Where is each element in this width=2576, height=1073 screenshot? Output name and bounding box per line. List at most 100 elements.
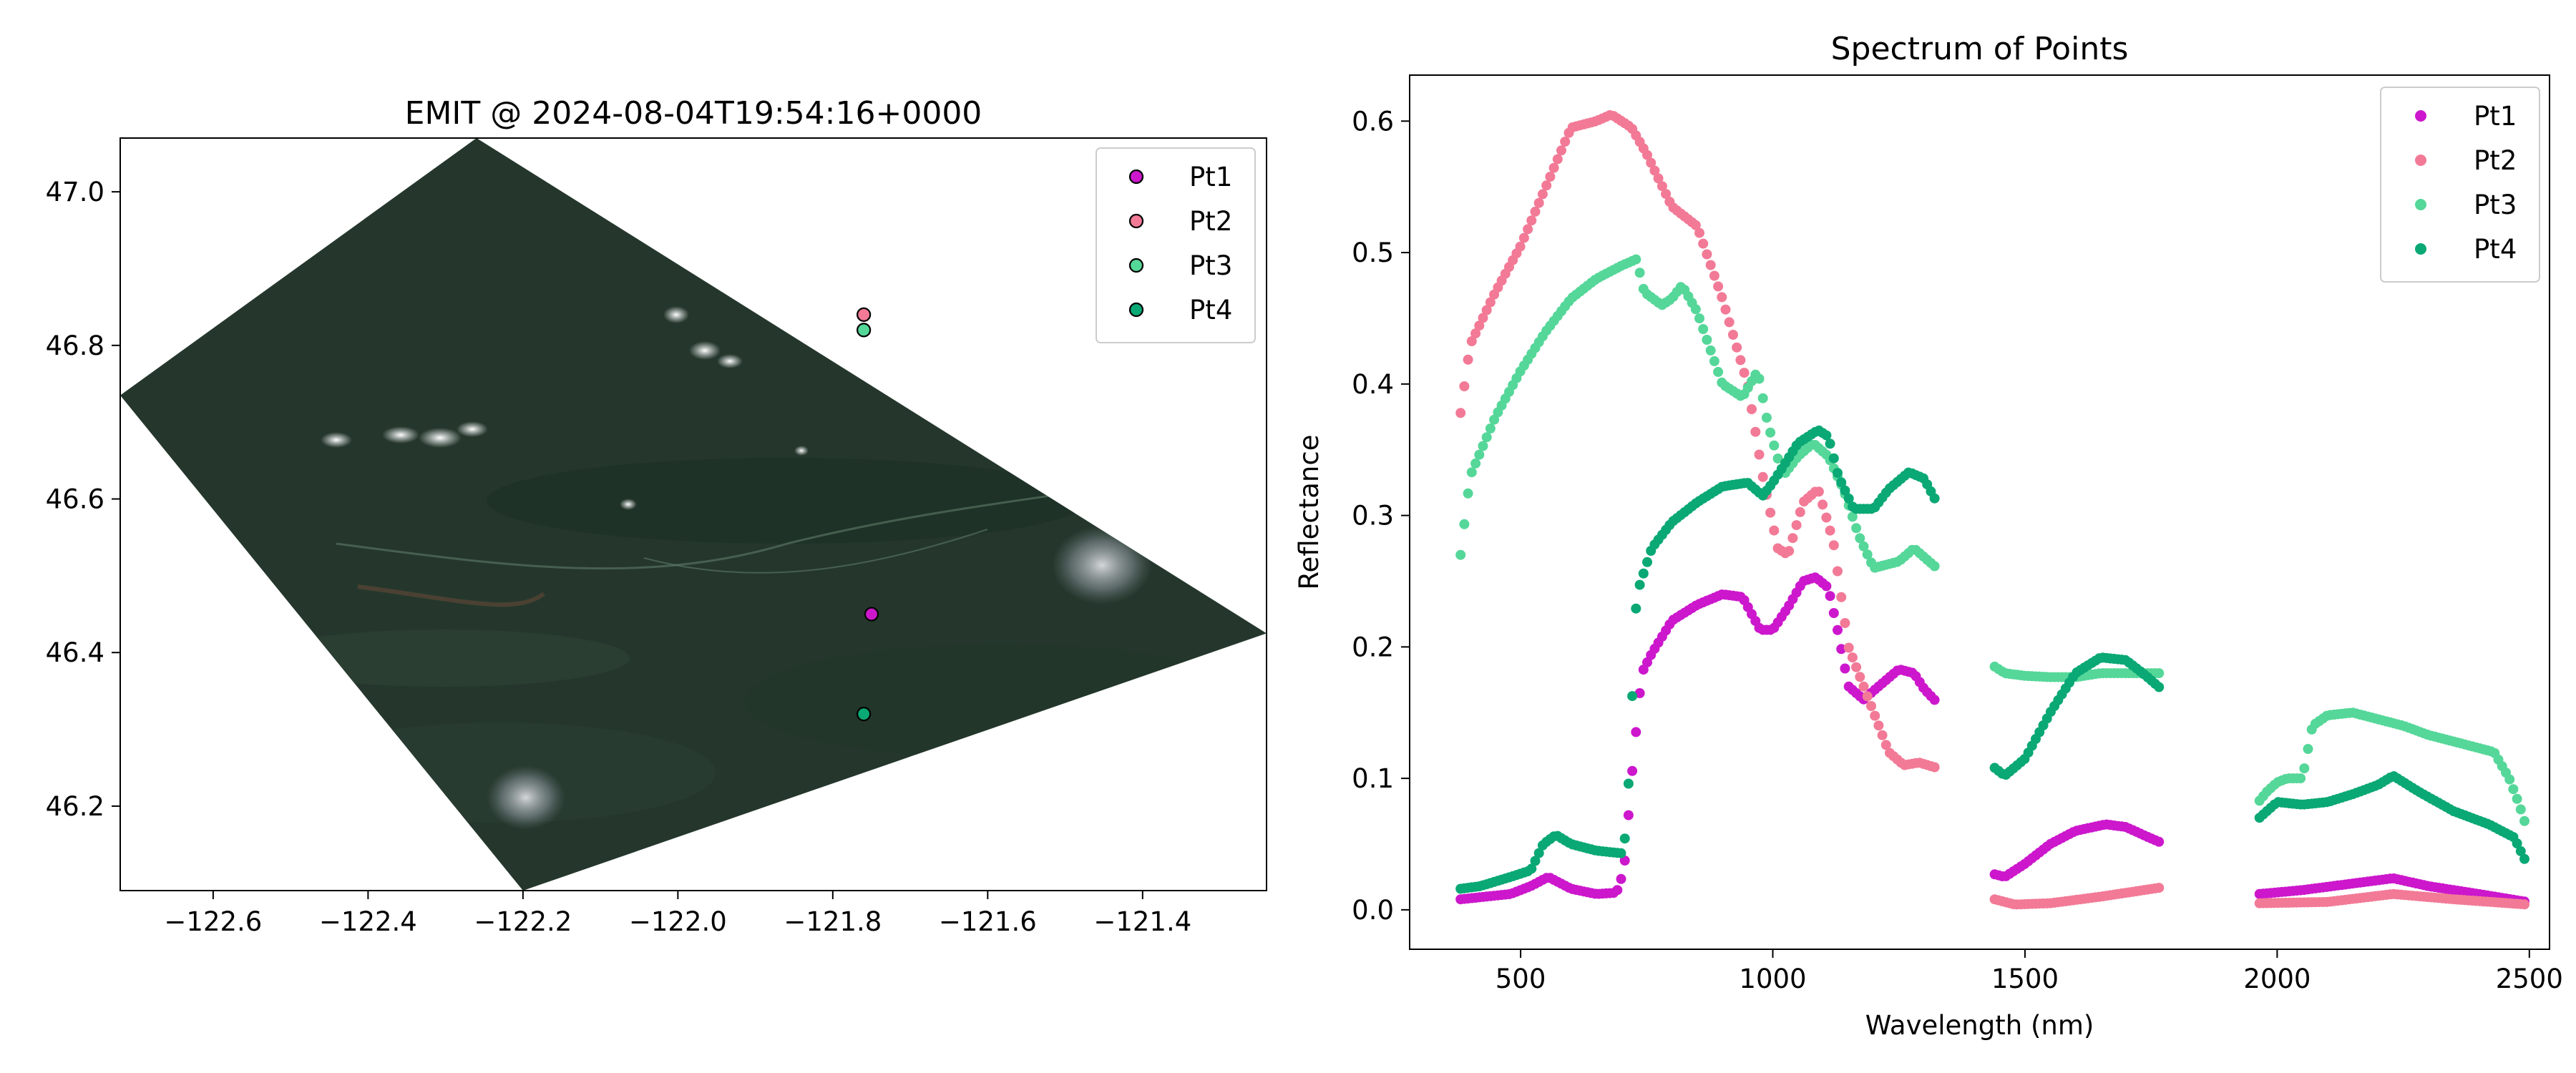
spectrum-point [1833, 566, 1843, 577]
spectrum-point [1739, 368, 1750, 378]
spectrum-point [2154, 836, 2165, 847]
spectrum-point [1470, 458, 1481, 469]
spectrum-point [1821, 430, 1832, 441]
spectrum-point [1720, 304, 1731, 315]
spectrum-point [1646, 157, 1657, 168]
spectrum-point [1642, 557, 1652, 567]
spectrum-point [1757, 471, 1768, 482]
spectrum-point [1537, 189, 1548, 200]
spectrum-point [1929, 561, 1940, 572]
spectrum-y-label: Reflectance [1294, 435, 1324, 590]
spectrum-legend-box [2380, 87, 2540, 283]
map-y-axis: 46.2 46.4 46.6 46.8 47.0 [46, 177, 120, 822]
spectrum-series [1455, 110, 2529, 910]
map-y-tick-label: 47.0 [46, 177, 104, 207]
spectrum-point [1481, 305, 1492, 315]
spectrum-panel: 500 1000 1500 2000 2500 0.00.10.20.30.40.50.… [1294, 31, 2563, 1041]
spectrum-point [1851, 662, 1862, 672]
spectrum-point [1657, 181, 1667, 192]
spectrum-point [2154, 668, 2165, 679]
map-x-tick-label: −122.2 [474, 906, 572, 937]
spectrum-legend-marker [2415, 155, 2426, 166]
spectrum-point [1929, 695, 1940, 705]
spectrum-point [1747, 404, 1757, 414]
spectrum-point [1735, 355, 1746, 366]
spectrum-point [1795, 506, 1805, 517]
map-y-tick-label: 46.2 [46, 791, 104, 822]
map-legend-label: Pt3 [1189, 250, 1232, 281]
spectrum-point [1661, 189, 1672, 200]
map-legend-marker [1128, 302, 1144, 318]
river [643, 529, 988, 574]
map-legend-marker [1128, 258, 1144, 273]
spectrum-point [1843, 494, 1854, 504]
spectrum-point [1694, 313, 1704, 324]
spectrum-point [1840, 618, 1850, 628]
spectrum-point [1840, 485, 1850, 496]
spectrum-point [1825, 591, 1835, 602]
spectrum-point [1518, 232, 1529, 243]
spectrum-point [1702, 249, 1712, 260]
spectrum-point [1791, 520, 1802, 531]
map-legend-marker [1128, 213, 1144, 229]
spectrum-x-tick-label: 2500 [2496, 964, 2563, 994]
spectrum-point [1552, 154, 1563, 165]
spectrum-point [1474, 449, 1485, 460]
map-point-pt1 [864, 607, 879, 622]
spectrum-point [1631, 727, 1641, 738]
spectrum-point [1843, 642, 1854, 653]
spectrum-point [1862, 691, 1873, 702]
spectrum-y-tick-label: 0.6 [1352, 106, 1394, 137]
spectrum-legend-label: Pt3 [2474, 190, 2517, 220]
spectrum-point [1732, 342, 1742, 353]
spectrum-y-tick-label: 0.4 [1352, 369, 1394, 400]
spectrum-axes-frame [1409, 74, 2550, 950]
spectrum-point [2519, 853, 2529, 864]
map-point-pt2 [857, 307, 872, 322]
spectrum-point [1750, 426, 1761, 437]
map-y-tick-label: 46.8 [46, 330, 104, 361]
spectrum-point [1463, 354, 1473, 365]
map-legend: Pt1 Pt2 Pt3 Pt4 [1096, 147, 1256, 343]
spectrum-point [1530, 856, 1541, 866]
map-y-tick-label: 46.6 [46, 484, 104, 515]
spectrum-point [1728, 330, 1738, 340]
spectrum-point [1772, 454, 1783, 464]
spectrum-point [2508, 784, 2519, 795]
spectrum-point [2519, 815, 2529, 826]
spectrum-point [1847, 652, 1858, 663]
map-legend-box [1096, 147, 1256, 343]
spectrum-series-pt2 [1455, 110, 2529, 910]
cloud [717, 354, 743, 368]
spectrum-point [1724, 317, 1735, 328]
spectrum-point [2504, 774, 2515, 785]
spectrum-point [1929, 762, 1940, 773]
spectrum-point [1821, 512, 1832, 523]
spectrum-point [1828, 453, 1839, 464]
spectrum-point [1705, 260, 1716, 270]
spectrum-point [1631, 254, 1641, 265]
cloud [794, 446, 809, 456]
spectrum-point [2515, 804, 2526, 815]
map-points [857, 307, 879, 722]
cloud [321, 432, 352, 448]
spectrum-legend: Pt1 Pt2 Pt3 Pt4 [2380, 87, 2540, 283]
spectrum-series-pt3 [1455, 254, 2529, 826]
terrain-texture [744, 644, 1259, 758]
spectrum-point [1478, 313, 1488, 323]
spectrum-point [1769, 440, 1780, 451]
spectrum-point [1481, 432, 1492, 443]
spectrum-point [1530, 206, 1541, 217]
cloud [382, 426, 419, 444]
spectrum-point [1698, 324, 1709, 334]
snow-peak [830, 293, 930, 379]
spectrum-point [1485, 297, 1496, 308]
spectrum-title: Spectrum of Points [1831, 31, 2129, 67]
snow-peak [784, 236, 912, 343]
spectrum-point [1466, 467, 1477, 478]
spectrum-point [1769, 525, 1780, 536]
spectrum-point [1870, 710, 1880, 721]
map-x-tick-label: −121.4 [1093, 906, 1191, 937]
spectrum-x-tick-label: 1500 [1991, 964, 2059, 994]
spectrum-point [2154, 883, 2165, 893]
